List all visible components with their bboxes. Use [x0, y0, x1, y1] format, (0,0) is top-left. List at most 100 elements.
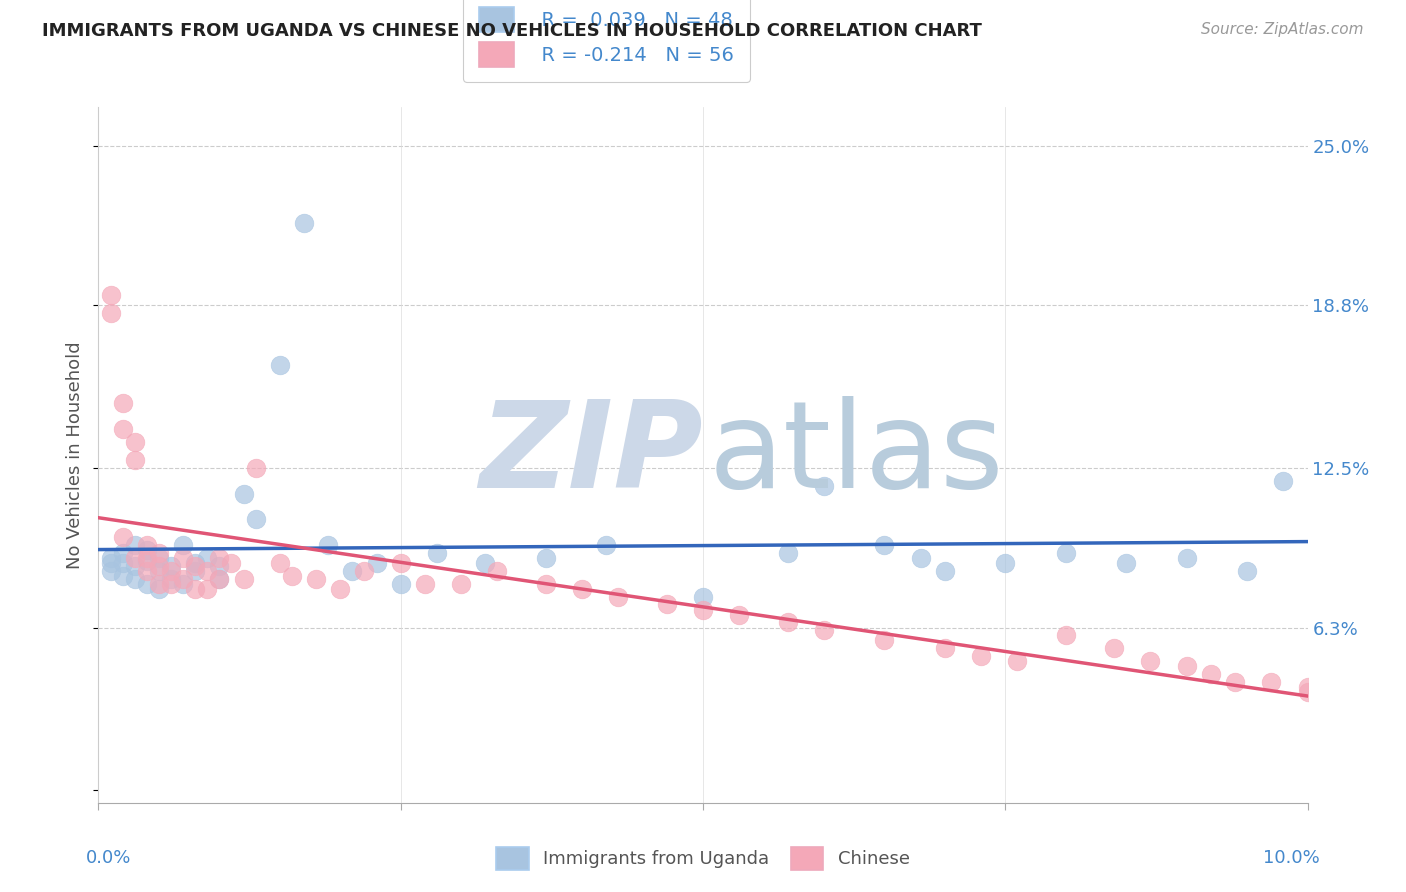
- Text: atlas: atlas: [709, 396, 1005, 514]
- Point: [1007, 654, 1029, 668]
- Point: [135, 551, 157, 566]
- Point: [1175, 551, 1198, 566]
- Point: [353, 564, 375, 578]
- Text: 10.0%: 10.0%: [1263, 849, 1320, 867]
- Point: [813, 623, 835, 637]
- Point: [692, 590, 714, 604]
- Point: [474, 556, 496, 570]
- Point: [1260, 674, 1282, 689]
- Point: [934, 564, 956, 578]
- Point: [316, 538, 339, 552]
- Point: [208, 572, 231, 586]
- Point: [292, 216, 315, 230]
- Point: [813, 479, 835, 493]
- Point: [100, 551, 122, 566]
- Point: [172, 538, 194, 552]
- Point: [111, 422, 134, 436]
- Point: [221, 556, 243, 570]
- Point: [534, 576, 557, 591]
- Point: [1139, 654, 1161, 668]
- Point: [148, 564, 170, 578]
- Point: [426, 546, 449, 560]
- Point: [1296, 680, 1319, 694]
- Point: [534, 551, 557, 566]
- Point: [172, 572, 194, 586]
- Point: [1102, 641, 1125, 656]
- Point: [172, 576, 194, 591]
- Point: [413, 576, 436, 591]
- Point: [970, 648, 993, 663]
- Point: [111, 546, 134, 560]
- Point: [342, 564, 364, 578]
- Point: [111, 530, 134, 544]
- Point: [124, 572, 146, 586]
- Point: [135, 543, 157, 558]
- Point: [100, 556, 122, 570]
- Point: [245, 512, 267, 526]
- Point: [1054, 546, 1077, 560]
- Point: [148, 582, 170, 596]
- Point: [135, 576, 157, 591]
- Point: [208, 572, 231, 586]
- Point: [1115, 556, 1137, 570]
- Point: [269, 556, 291, 570]
- Point: [281, 569, 304, 583]
- Point: [148, 558, 170, 573]
- Point: [208, 558, 231, 573]
- Point: [450, 576, 472, 591]
- Point: [184, 564, 207, 578]
- Point: [1175, 659, 1198, 673]
- Point: [124, 558, 146, 573]
- Point: [160, 576, 183, 591]
- Point: [148, 576, 170, 591]
- Point: [245, 460, 267, 475]
- Point: [124, 435, 146, 450]
- Point: [1054, 628, 1077, 642]
- Point: [776, 615, 799, 630]
- Point: [486, 564, 509, 578]
- Point: [232, 572, 254, 586]
- Point: [1272, 474, 1295, 488]
- Point: [124, 453, 146, 467]
- Point: [329, 582, 352, 596]
- Point: [195, 582, 218, 596]
- Point: [184, 558, 207, 573]
- Point: [1296, 685, 1319, 699]
- Point: [135, 553, 157, 567]
- Point: [184, 582, 207, 596]
- Point: [655, 598, 678, 612]
- Point: [607, 590, 630, 604]
- Point: [100, 564, 122, 578]
- Point: [160, 572, 183, 586]
- Point: [135, 564, 157, 578]
- Point: [100, 306, 122, 320]
- Point: [269, 358, 291, 372]
- Point: [595, 538, 617, 552]
- Point: [1236, 564, 1258, 578]
- Y-axis label: No Vehicles in Household: No Vehicles in Household: [66, 341, 84, 569]
- Text: IMMIGRANTS FROM UGANDA VS CHINESE NO VEHICLES IN HOUSEHOLD CORRELATION CHART: IMMIGRANTS FROM UGANDA VS CHINESE NO VEH…: [42, 22, 981, 40]
- Point: [1199, 667, 1222, 681]
- Point: [873, 538, 896, 552]
- Point: [100, 288, 122, 302]
- Point: [160, 558, 183, 573]
- Point: [1223, 674, 1246, 689]
- Point: [389, 556, 412, 570]
- Point: [195, 564, 218, 578]
- Point: [389, 576, 412, 591]
- Point: [184, 556, 207, 570]
- Text: 0.0%: 0.0%: [86, 849, 132, 867]
- Point: [776, 546, 799, 560]
- Point: [135, 538, 157, 552]
- Point: [148, 546, 170, 560]
- Point: [124, 538, 146, 552]
- Point: [305, 572, 328, 586]
- Point: [111, 569, 134, 583]
- Point: [148, 551, 170, 566]
- Text: Source: ZipAtlas.com: Source: ZipAtlas.com: [1201, 22, 1364, 37]
- Point: [160, 564, 183, 578]
- Legend: Immigrants from Uganda, Chinese: Immigrants from Uganda, Chinese: [489, 839, 917, 877]
- Point: [873, 633, 896, 648]
- Point: [124, 551, 146, 566]
- Point: [111, 396, 134, 410]
